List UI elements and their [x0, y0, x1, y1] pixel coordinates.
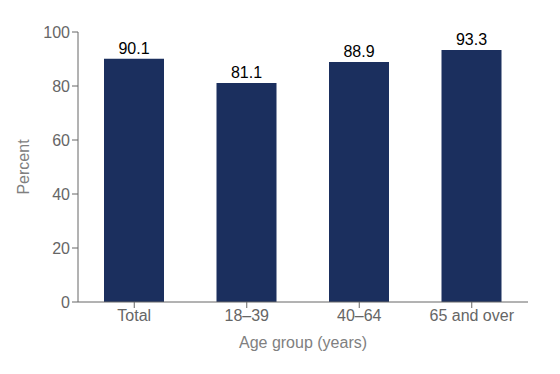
svg-text:Age group (years): Age group (years) [239, 334, 367, 351]
svg-text:18–39: 18–39 [225, 307, 270, 324]
svg-text:60: 60 [52, 132, 70, 149]
svg-text:0: 0 [61, 294, 70, 311]
svg-text:20: 20 [52, 240, 70, 257]
svg-text:Percent: Percent [15, 139, 32, 195]
svg-text:81.1: 81.1 [231, 64, 262, 81]
svg-text:93.3: 93.3 [456, 31, 487, 48]
svg-text:90.1: 90.1 [118, 40, 149, 57]
svg-text:100: 100 [43, 24, 70, 41]
svg-text:Total: Total [117, 307, 151, 324]
svg-text:88.9: 88.9 [343, 43, 374, 60]
svg-text:40–64: 40–64 [337, 307, 382, 324]
svg-text:65 and over: 65 and over [429, 307, 514, 324]
svg-text:40: 40 [52, 186, 70, 203]
svg-text:80: 80 [52, 78, 70, 95]
